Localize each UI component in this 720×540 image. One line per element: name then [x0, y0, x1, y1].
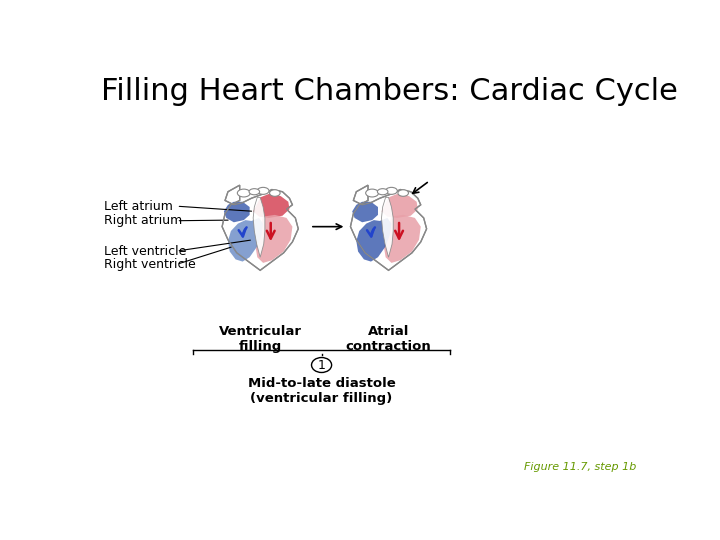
- PathPatch shape: [351, 185, 427, 271]
- Ellipse shape: [366, 189, 379, 197]
- Text: Right ventricle: Right ventricle: [104, 258, 196, 271]
- Circle shape: [312, 357, 332, 373]
- Text: Left ventricle: Left ventricle: [104, 245, 186, 258]
- Ellipse shape: [257, 187, 269, 194]
- Text: 1: 1: [318, 359, 325, 372]
- Ellipse shape: [398, 190, 408, 197]
- PathPatch shape: [382, 198, 393, 257]
- Text: Filling Heart Chambers: Cardiac Cycle: Filling Heart Chambers: Cardiac Cycle: [101, 77, 678, 106]
- Text: Right atrium: Right atrium: [104, 214, 182, 227]
- PathPatch shape: [384, 215, 420, 263]
- Ellipse shape: [238, 189, 251, 197]
- PathPatch shape: [228, 218, 263, 261]
- Ellipse shape: [269, 190, 280, 197]
- Text: Atrial
contraction: Atrial contraction: [346, 325, 431, 353]
- PathPatch shape: [253, 194, 289, 218]
- PathPatch shape: [352, 202, 378, 222]
- PathPatch shape: [256, 215, 292, 263]
- PathPatch shape: [253, 198, 265, 257]
- PathPatch shape: [222, 185, 298, 271]
- Ellipse shape: [386, 187, 397, 194]
- Text: Figure 11.7, step 1b: Figure 11.7, step 1b: [524, 462, 637, 472]
- Text: Left atrium: Left atrium: [104, 200, 173, 213]
- Text: Ventricular
filling: Ventricular filling: [219, 325, 302, 353]
- PathPatch shape: [356, 218, 392, 261]
- Ellipse shape: [377, 188, 388, 195]
- PathPatch shape: [224, 202, 250, 222]
- Text: Mid-to-late diastole
(ventricular filling): Mid-to-late diastole (ventricular fillin…: [248, 377, 395, 406]
- PathPatch shape: [382, 194, 418, 218]
- Ellipse shape: [249, 188, 260, 195]
